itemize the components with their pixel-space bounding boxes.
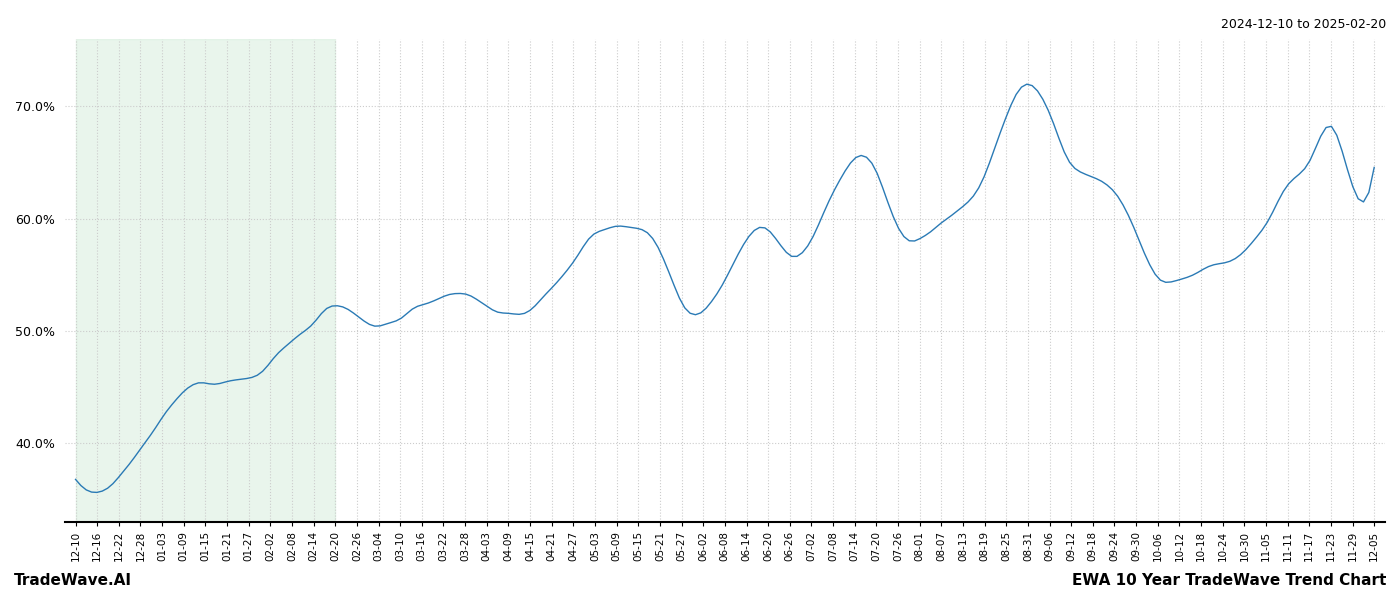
Text: EWA 10 Year TradeWave Trend Chart: EWA 10 Year TradeWave Trend Chart [1071,573,1386,588]
Text: 2024-12-10 to 2025-02-20: 2024-12-10 to 2025-02-20 [1221,18,1386,31]
Bar [76,39,335,522]
Text: TradeWave.AI: TradeWave.AI [14,573,132,588]
